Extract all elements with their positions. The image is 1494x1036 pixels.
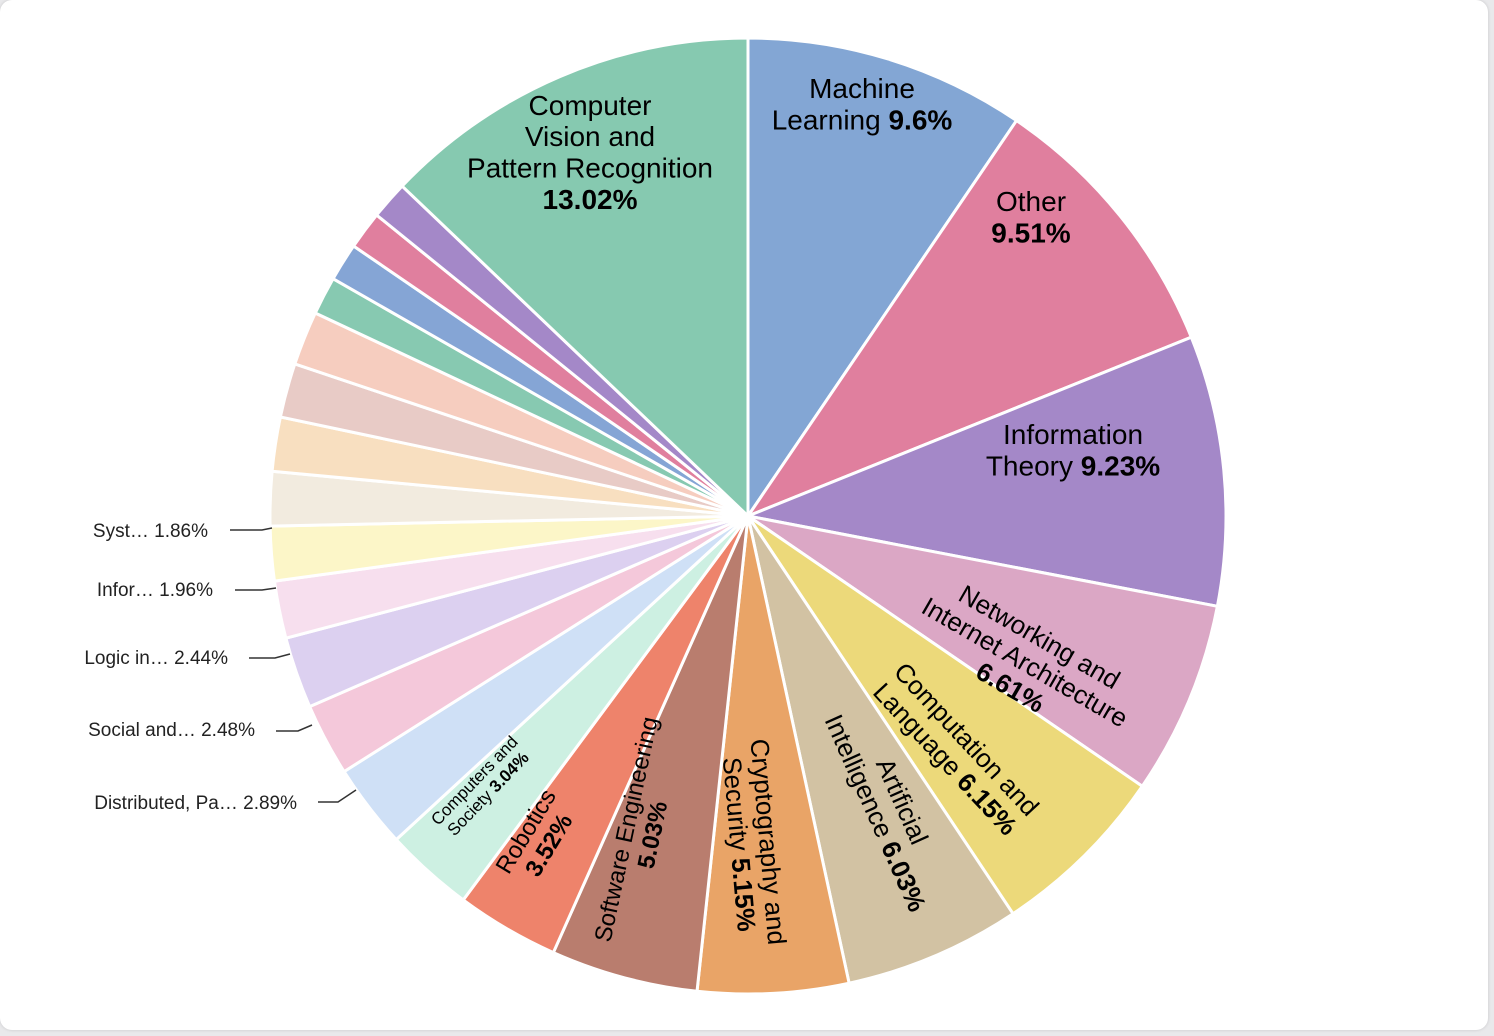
slice-label-line: Other [996, 186, 1066, 217]
outside-slice-label: Logic in… 2.44% [84, 648, 228, 669]
slice-label-line: Vision and [525, 121, 655, 152]
slice-label-line: Information [1003, 419, 1143, 450]
pie-slice[interactable] [399, 36, 750, 520]
outside-slice-label: Distributed, Pa… 2.89% [94, 793, 297, 814]
slice-label-line: Theory 9.23% [986, 450, 1160, 481]
leader-line [318, 789, 357, 803]
slice-label-line: Pattern Recognition [467, 152, 713, 183]
leader-line [235, 587, 277, 591]
slice-label-line: Machine [809, 73, 915, 104]
slice-label-line: Computer [529, 90, 652, 121]
pie-slice[interactable] [746, 515, 1016, 985]
leader-line [230, 527, 273, 531]
slice-label-line: Learning 9.6% [772, 104, 953, 135]
pie-slice[interactable] [742, 335, 1228, 609]
pie-slice[interactable] [747, 514, 1220, 789]
pie-slice[interactable] [746, 514, 1145, 916]
leader-line [249, 653, 291, 659]
outside-slice-label: Syst… 1.86% [93, 521, 208, 542]
pie-slice[interactable] [743, 118, 1194, 520]
outside-slice-label: Infor… 1.96% [97, 580, 213, 601]
pie-slice[interactable] [551, 515, 750, 993]
outside-slice-label: Social and… 2.48% [88, 720, 255, 741]
leader-line [276, 724, 313, 732]
slice-label-line: 9.51% [991, 217, 1070, 248]
pie-slice[interactable] [746, 36, 1019, 521]
pie-slice[interactable] [695, 515, 851, 996]
slice-label-line: Security 5.15% [717, 756, 762, 933]
slice-label-line: 13.02% [543, 184, 638, 215]
